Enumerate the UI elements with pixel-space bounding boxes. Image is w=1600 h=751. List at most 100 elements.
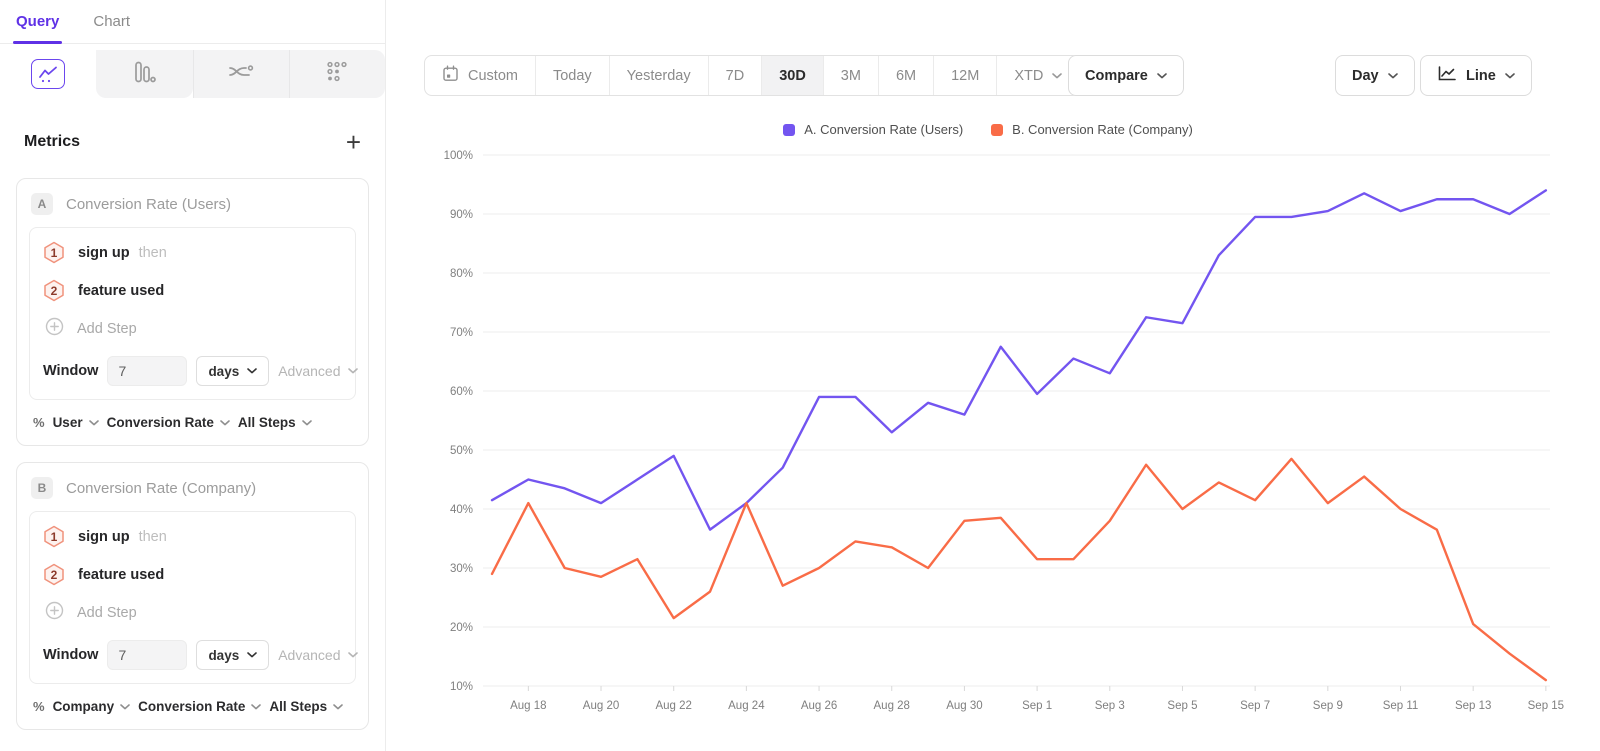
svg-text:Aug 24: Aug 24: [728, 700, 765, 712]
calendar-icon: [442, 65, 459, 86]
funnel-steps-a: 1 sign up then 2 feature used A: [29, 227, 358, 400]
svg-text:Sep 15: Sep 15: [1528, 700, 1564, 712]
bar-chart-icon: [132, 60, 157, 89]
chevron-down-icon: [347, 368, 358, 374]
svg-text:80%: 80%: [450, 268, 473, 280]
legend-swatch-a: [783, 123, 796, 136]
legend-item-b[interactable]: B. Conversion Rate (Company): [991, 122, 1193, 137]
range-7d[interactable]: 7D: [707, 56, 762, 95]
range-3m[interactable]: 3M: [822, 56, 878, 95]
svg-text:Aug 26: Aug 26: [801, 700, 837, 712]
range-30d[interactable]: 30D: [761, 56, 823, 95]
window-unit-label: days: [208, 363, 240, 379]
compare-button[interactable]: Compare: [1068, 55, 1184, 96]
chart-style-select[interactable]: Line: [1420, 55, 1532, 96]
step-row[interactable]: 1 sign up then: [43, 241, 342, 264]
chevron-down-icon: [247, 652, 258, 658]
viz-tab-bar[interactable]: [96, 50, 193, 98]
tab-query[interactable]: Query: [12, 0, 63, 44]
metric-badge-a: A: [31, 193, 53, 215]
metric-card-b: B Conversion Rate (Company) 1 sign up th…: [16, 462, 369, 730]
metric-card-a: A Conversion Rate (Users) 1 sign up then…: [16, 178, 369, 446]
viz-tab-flow[interactable]: [192, 50, 289, 98]
step-event[interactable]: sign up: [78, 244, 130, 261]
metric-card-a-header: A Conversion Rate (Users): [31, 193, 354, 215]
svg-text:70%: 70%: [450, 327, 473, 339]
step-event[interactable]: feature used: [78, 566, 165, 583]
add-metric-button[interactable]: +: [345, 127, 361, 157]
steps-scope-select[interactable]: All Steps: [238, 415, 312, 430]
range-xtd[interactable]: XTD: [996, 56, 1079, 95]
svg-text:20%: 20%: [450, 622, 473, 634]
chevron-down-icon: [301, 419, 312, 426]
query-panel: Query Chart: [0, 0, 386, 751]
svg-text:Sep 1: Sep 1: [1022, 700, 1052, 712]
svg-text:Aug 20: Aug 20: [583, 700, 619, 712]
measure-row-a: % User Conversion Rate All Steps: [29, 400, 356, 433]
percent-icon: %: [33, 415, 45, 430]
steps-scope-select[interactable]: All Steps: [269, 699, 343, 714]
window-unit-select[interactable]: days: [196, 356, 270, 386]
window-label: Window: [43, 647, 99, 663]
svg-text:Sep 13: Sep 13: [1455, 700, 1491, 712]
entity-select[interactable]: Company: [53, 699, 131, 714]
scatter-chart-icon: [325, 60, 349, 89]
measure-row-b: % Company Conversion Rate All Steps: [29, 684, 356, 717]
chart-legend: A. Conversion Rate (Users) B. Conversion…: [426, 122, 1550, 137]
metric-badge-b: B: [31, 477, 53, 499]
step-row[interactable]: 2 feature used: [43, 563, 342, 586]
metric-type-select[interactable]: Conversion Rate: [138, 699, 262, 714]
step-number: 1: [50, 245, 58, 260]
date-range-control: Custom Today Yesterday 7D 30D 3M 6M 12M …: [424, 55, 1081, 96]
percent-icon: %: [33, 699, 45, 714]
svg-text:Sep 9: Sep 9: [1313, 700, 1343, 712]
chevron-down-icon: [220, 419, 230, 426]
add-step-button[interactable]: Add Step: [45, 317, 342, 340]
step-event[interactable]: feature used: [78, 282, 165, 299]
viz-tab-line[interactable]: [0, 50, 96, 98]
advanced-label: Advanced: [278, 363, 341, 379]
add-step-button[interactable]: Add Step: [45, 601, 342, 624]
legend-label: A. Conversion Rate (Users): [804, 122, 964, 137]
range-custom[interactable]: Custom: [425, 56, 535, 95]
window-value-input[interactable]: [107, 356, 188, 386]
metrics-title: Metrics: [24, 133, 81, 150]
step-row[interactable]: 2 feature used: [43, 279, 342, 302]
range-today[interactable]: Today: [534, 56, 609, 95]
advanced-toggle[interactable]: Advanced: [278, 647, 358, 663]
step-event[interactable]: sign up: [78, 528, 130, 545]
line-chart-icon: [31, 59, 66, 89]
window-label: Window: [43, 363, 99, 379]
legend-item-a[interactable]: A. Conversion Rate (Users): [783, 122, 963, 137]
legend-swatch-b: [991, 123, 1004, 136]
panel-tabs: Query Chart: [0, 0, 385, 44]
flow-chart-icon: [228, 62, 254, 87]
metric-title-b[interactable]: Conversion Rate (Company): [66, 479, 257, 497]
entity-select[interactable]: User: [53, 415, 99, 430]
metric-type-select[interactable]: Conversion Rate: [107, 415, 230, 430]
range-yesterday[interactable]: Yesterday: [608, 56, 708, 95]
range-6m[interactable]: 6M: [877, 56, 933, 95]
window-unit-select[interactable]: days: [196, 640, 270, 670]
step-row[interactable]: 1 sign up then: [43, 525, 342, 548]
chevron-down-icon: [1157, 72, 1167, 79]
chevron-down-icon: [88, 419, 99, 426]
svg-text:Sep 3: Sep 3: [1095, 700, 1125, 712]
tab-chart[interactable]: Chart: [93, 13, 131, 30]
svg-text:50%: 50%: [450, 445, 473, 457]
legend-label: B. Conversion Rate (Company): [1012, 122, 1193, 137]
svg-text:Aug 28: Aug 28: [874, 700, 910, 712]
svg-text:30%: 30%: [450, 563, 473, 575]
window-value-input[interactable]: [107, 640, 188, 670]
viz-tab-scatter[interactable]: [288, 50, 385, 98]
range-12m[interactable]: 12M: [933, 56, 996, 95]
svg-text:60%: 60%: [450, 386, 473, 398]
metric-title-a[interactable]: Conversion Rate (Users): [66, 195, 232, 213]
interval-select[interactable]: Day: [1335, 55, 1415, 96]
metric-card-b-header: B Conversion Rate (Company): [31, 477, 354, 499]
advanced-toggle[interactable]: Advanced: [278, 363, 358, 379]
step-number: 2: [50, 567, 58, 582]
step-number-badge: 1: [43, 525, 65, 548]
step-number: 2: [50, 283, 58, 298]
